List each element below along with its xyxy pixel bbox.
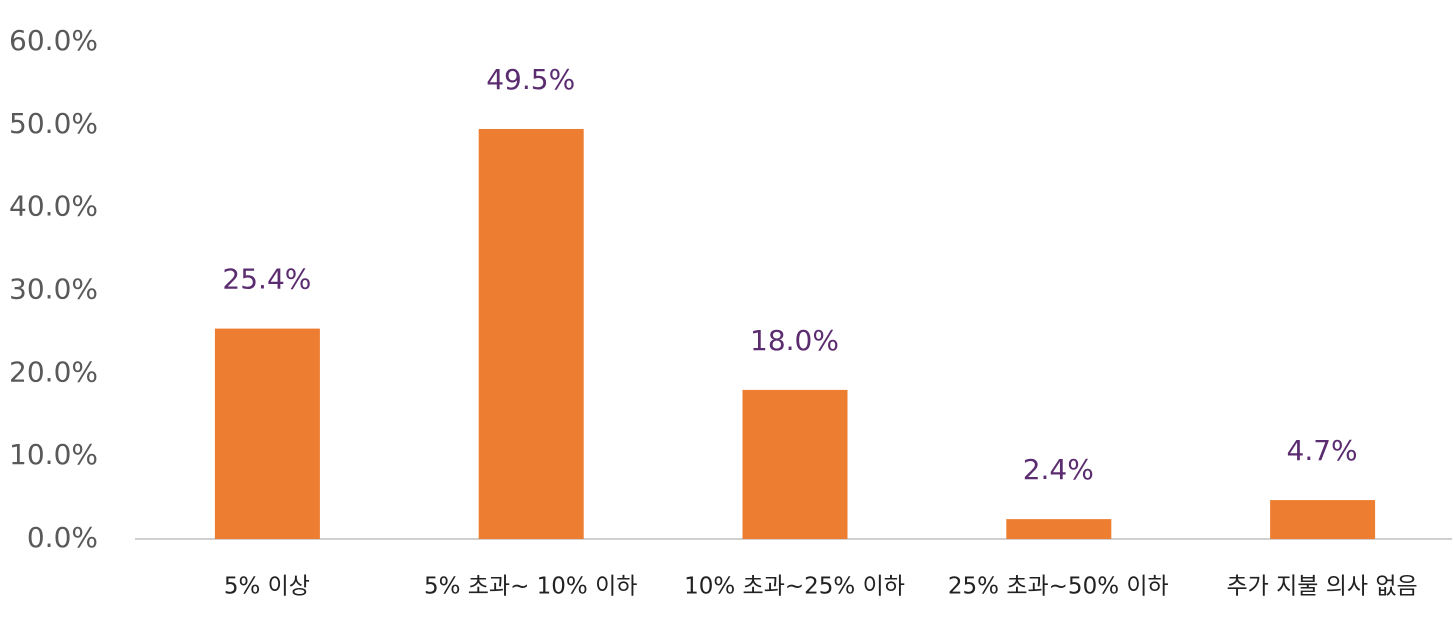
x-tick-label: 25% 초과~50% 이하 <box>948 574 1169 600</box>
bar <box>1270 500 1376 539</box>
y-tick-label: 20.0% <box>9 355 98 388</box>
data-label: 18.0% <box>750 324 839 357</box>
x-tick-label: 추가 지불 의사 없음 <box>1226 574 1417 600</box>
y-tick-label: 50.0% <box>9 107 98 140</box>
data-label: 49.5% <box>486 63 575 96</box>
data-label: 25.4% <box>222 263 311 296</box>
bar <box>214 328 320 539</box>
bar <box>1006 519 1112 539</box>
data-label: 2.4% <box>1023 453 1094 486</box>
y-tick-label: 40.0% <box>9 190 98 223</box>
bar <box>742 389 848 539</box>
x-tick-label: 5% 이상 <box>224 574 310 600</box>
y-tick-label: 10.0% <box>9 438 98 471</box>
y-tick-label: 30.0% <box>9 273 98 306</box>
y-tick-label: 0.0% <box>27 521 98 554</box>
y-tick-label: 60.0% <box>9 24 98 57</box>
x-tick-label: 10% 초과~25% 이하 <box>684 574 905 600</box>
data-label: 4.7% <box>1287 434 1358 467</box>
x-tick-label: 5% 초과~ 10% 이하 <box>424 574 637 600</box>
bar <box>478 128 584 539</box>
